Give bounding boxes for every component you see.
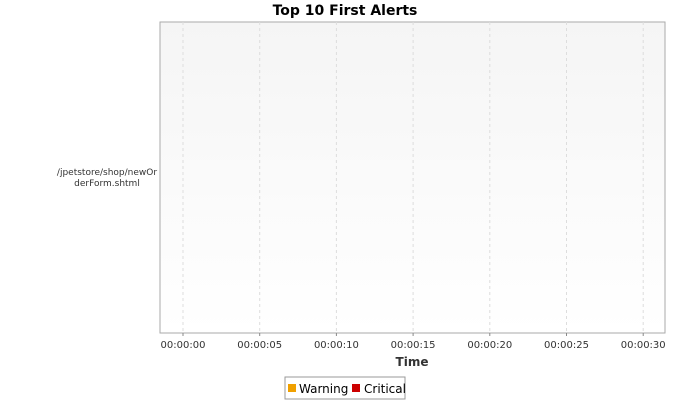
x-axis-title: Time [396,355,429,369]
y-category-label: derForm.shtml [74,179,140,189]
legend-label-warning: Warning [299,382,348,396]
x-tick-label: 00:00:20 [467,340,512,351]
x-tick-label: 00:00:25 [544,340,589,351]
plot-area [159,21,666,334]
x-tick-label: 00:00:05 [237,340,282,351]
legend-swatch-warning [288,384,296,392]
chart-title: Top 10 First Alerts [273,3,418,19]
x-tick-label: 00:00:10 [314,340,359,351]
x-tick-label: 00:00:15 [391,340,436,351]
legend-label-critical: Critical [364,382,406,396]
y-category-label: /jpetstore/shop/newOr [57,168,157,178]
x-tick-label: 00:00:00 [161,340,206,351]
legend: Warning Critical [284,376,406,400]
grid-lines [182,22,644,333]
legend-box [284,376,406,400]
x-tick-label: 00:00:30 [621,340,666,351]
legend-swatch-critical [352,384,360,392]
x-axis-ticks: 00:00:00 00:00:05 00:00:10 00:00:15 00:00:20… [161,333,666,351]
